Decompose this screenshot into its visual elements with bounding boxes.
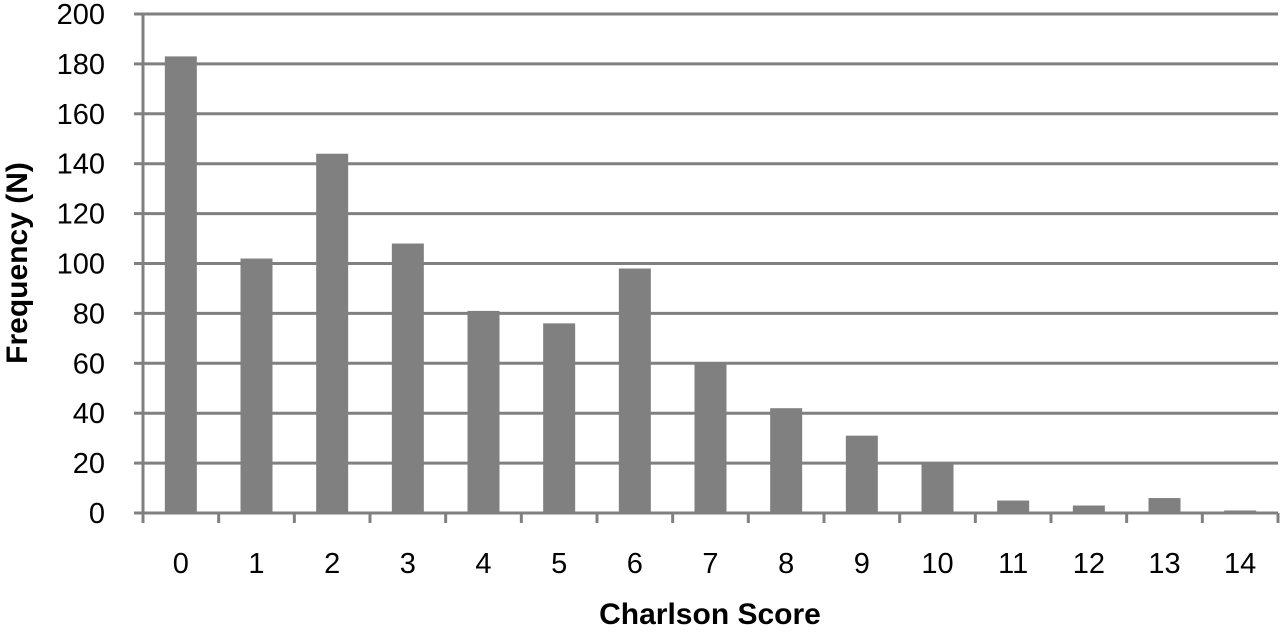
bar xyxy=(391,243,424,514)
x-tick-label: 0 xyxy=(173,548,189,580)
x-tick-label: 13 xyxy=(1148,548,1180,580)
y-tick-label: 100 xyxy=(57,249,105,281)
bar xyxy=(240,258,273,513)
x-tick-labels: 0 1 2 3 4 5 6 7 8 9 10 11 12 13 14 xyxy=(173,548,1257,580)
axes xyxy=(134,12,1280,523)
y-tick-label: 160 xyxy=(57,99,105,131)
x-tick-label: 7 xyxy=(702,548,718,580)
bar xyxy=(164,56,197,513)
y-tick-label: 120 xyxy=(57,199,105,231)
x-tick-label: 6 xyxy=(627,548,643,580)
bar xyxy=(316,153,349,513)
y-tick-label: 60 xyxy=(73,348,105,380)
y-tick-label: 180 xyxy=(57,49,105,81)
bar xyxy=(770,408,803,513)
x-tick-label: 10 xyxy=(921,548,953,580)
x-tick-label: 11 xyxy=(998,548,1028,580)
x-tick-label: 14 xyxy=(1224,548,1256,580)
x-tick-label: 12 xyxy=(1073,548,1105,580)
bar xyxy=(997,500,1030,513)
y-tick-label: 80 xyxy=(73,298,105,330)
x-axis-title: Charlson Score xyxy=(599,598,821,631)
bar xyxy=(467,310,500,513)
y-tick-label: 200 xyxy=(57,0,105,31)
bar xyxy=(845,435,878,513)
y-tick-label: 20 xyxy=(73,448,105,480)
y-tick-label: 140 xyxy=(57,149,105,181)
y-tick-label: 40 xyxy=(73,398,105,430)
y-axis-title: Frequency (N) xyxy=(1,162,34,364)
bar xyxy=(694,363,727,513)
bar xyxy=(1148,498,1181,513)
x-tick-label: 3 xyxy=(400,548,416,580)
x-tick-label: 4 xyxy=(475,548,491,580)
bar xyxy=(1072,505,1105,513)
y-tick-labels: 0 20 40 60 80 100 120 140 160 180 200 xyxy=(57,0,105,530)
x-tick-label: 1 xyxy=(248,548,264,580)
bar xyxy=(921,463,954,513)
bar xyxy=(618,268,651,513)
x-tick-label: 5 xyxy=(551,548,567,580)
bars xyxy=(164,56,1257,514)
y-tick-label: 0 xyxy=(89,498,105,530)
x-tick-label: 8 xyxy=(778,548,794,580)
bar xyxy=(543,323,576,513)
x-tick-label: 2 xyxy=(324,548,340,580)
x-tick-label: 9 xyxy=(854,548,870,580)
